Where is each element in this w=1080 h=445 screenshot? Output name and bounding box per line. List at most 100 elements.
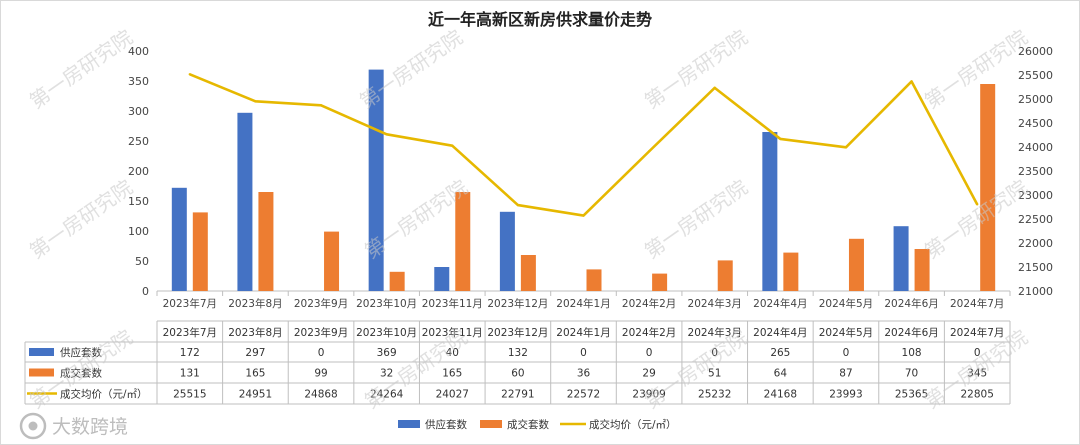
table-cell: 23993 [829, 389, 862, 401]
table-cell: 64 [774, 368, 788, 380]
line-point [713, 86, 716, 90]
table-header-cell: 2023年8月 [228, 326, 282, 339]
legend-item: 成交均价（元/㎡） [589, 418, 677, 431]
logo-icon-dot [28, 421, 38, 431]
x-tick-label: 2023年9月 [294, 297, 348, 310]
table-cell: 24168 [764, 389, 797, 401]
table-cell: 0 [646, 347, 653, 359]
x-tick-label: 2023年11月 [422, 297, 483, 310]
y-right-tick-label: 24500 [1018, 117, 1053, 130]
bar-deal [520, 255, 536, 291]
table-cell: 25232 [698, 389, 731, 401]
x-tick-label: 2024年1月 [556, 297, 610, 310]
line-point [254, 100, 257, 103]
y-left-tick-label: 200 [128, 165, 149, 178]
table-cell: 131 [180, 368, 200, 380]
bar-deal [980, 84, 996, 291]
table-cell: 345 [967, 368, 987, 380]
y-left-tick-label: 250 [128, 135, 149, 148]
y-right-tick-label: 24000 [1018, 141, 1053, 154]
table-cell: 165 [245, 368, 265, 380]
table-cell: 23909 [632, 389, 665, 401]
bar-deal [652, 273, 668, 291]
table-cell: 25515 [173, 389, 206, 401]
table-cell: 0 [580, 347, 587, 359]
legend-item: 成交套数 [507, 418, 549, 431]
x-tick-label: 2023年8月 [228, 297, 282, 310]
line-point [319, 104, 323, 107]
y-left-tick-label: 50 [135, 255, 149, 268]
watermark: 第一房研究院 [920, 175, 1032, 263]
y-right-tick-label: 21000 [1018, 285, 1053, 298]
table-cell: 22791 [501, 389, 534, 401]
table-header-cell: 2024年2月 [622, 326, 676, 339]
table-cell: 29 [642, 368, 655, 380]
bar-deal [783, 252, 799, 291]
bar-supply [499, 211, 515, 291]
line-point [779, 137, 782, 141]
table-cell: 108 [902, 347, 922, 359]
table-cell: 132 [508, 347, 528, 359]
x-tick-label: 2024年6月 [884, 297, 938, 310]
y-left-tick-label: 350 [128, 75, 149, 88]
bar-deal [455, 192, 471, 291]
table-header-cell: 2023年9月 [294, 326, 348, 339]
table-header-cell: 2024年5月 [819, 326, 873, 339]
line-point [385, 133, 388, 136]
line-point [451, 144, 454, 147]
y-right-tick-label: 23000 [1018, 189, 1053, 202]
watermark: 第一房研究院 [25, 175, 137, 263]
table-legend-key [29, 368, 54, 377]
table-row-label: 成交均价（元/㎡） [60, 388, 148, 401]
logo: 大数跨境 [19, 412, 128, 440]
table-header-cell: 2023年11月 [422, 326, 483, 339]
watermark: 第一房研究院 [355, 25, 467, 113]
table-header-cell: 2024年3月 [688, 326, 742, 339]
table-cell: 172 [180, 347, 200, 359]
table-header-cell: 2024年7月 [950, 326, 1004, 339]
x-tick-label: 2023年7月 [163, 297, 217, 310]
watermark: 第一房研究院 [640, 175, 752, 263]
table-header-cell: 2024年1月 [556, 326, 610, 339]
table-cell: 60 [511, 368, 524, 380]
x-tick-label: 2024年4月 [753, 297, 807, 310]
table-header-cell: 2024年4月 [753, 326, 807, 339]
table-cell: 369 [377, 347, 397, 359]
bar-deal [389, 271, 405, 291]
line-point [975, 203, 979, 206]
table-row-label: 成交套数 [60, 367, 102, 380]
line-point [910, 80, 913, 83]
bar-supply [434, 267, 450, 291]
table-cell: 165 [442, 368, 462, 380]
x-tick-label: 2024年7月 [950, 297, 1004, 310]
y-left-tick-label: 400 [128, 45, 149, 58]
bar-supply [893, 226, 909, 291]
x-tick-label: 2023年12月 [487, 297, 548, 310]
table-cell: 24264 [370, 389, 404, 401]
series-line-avg-price [189, 73, 979, 217]
bar-supply [171, 187, 187, 291]
table-header-cell: 2024年6月 [884, 326, 938, 339]
table-legend-key [29, 348, 54, 356]
table-header-cell: 2023年7月 [163, 326, 217, 339]
y-right-tick-label: 25000 [1018, 93, 1053, 106]
line-point [188, 73, 192, 76]
logo-icon [19, 412, 47, 440]
x-tick-label: 2024年3月 [688, 297, 742, 310]
table-cell: 297 [245, 347, 265, 359]
bar-deal [324, 231, 340, 291]
y-right-tick-label: 25500 [1018, 69, 1053, 82]
bar-deal [258, 192, 274, 291]
x-tick-label: 2024年5月 [819, 297, 873, 310]
x-tick-label: 2024年2月 [622, 297, 676, 310]
table-cell: 24951 [239, 389, 272, 401]
table-cell: 70 [905, 368, 918, 380]
y-left-tick-label: 100 [128, 225, 149, 238]
logo-text: 大数跨境 [52, 416, 128, 438]
bar-deal [717, 260, 733, 291]
chart-title: 近一年高新区新房供求量价走势 [428, 10, 652, 29]
y-left-tick-label: 0 [142, 285, 149, 298]
bar-supply [237, 112, 253, 291]
legend-key [398, 420, 420, 428]
legend-item: 供应套数 [425, 418, 467, 431]
